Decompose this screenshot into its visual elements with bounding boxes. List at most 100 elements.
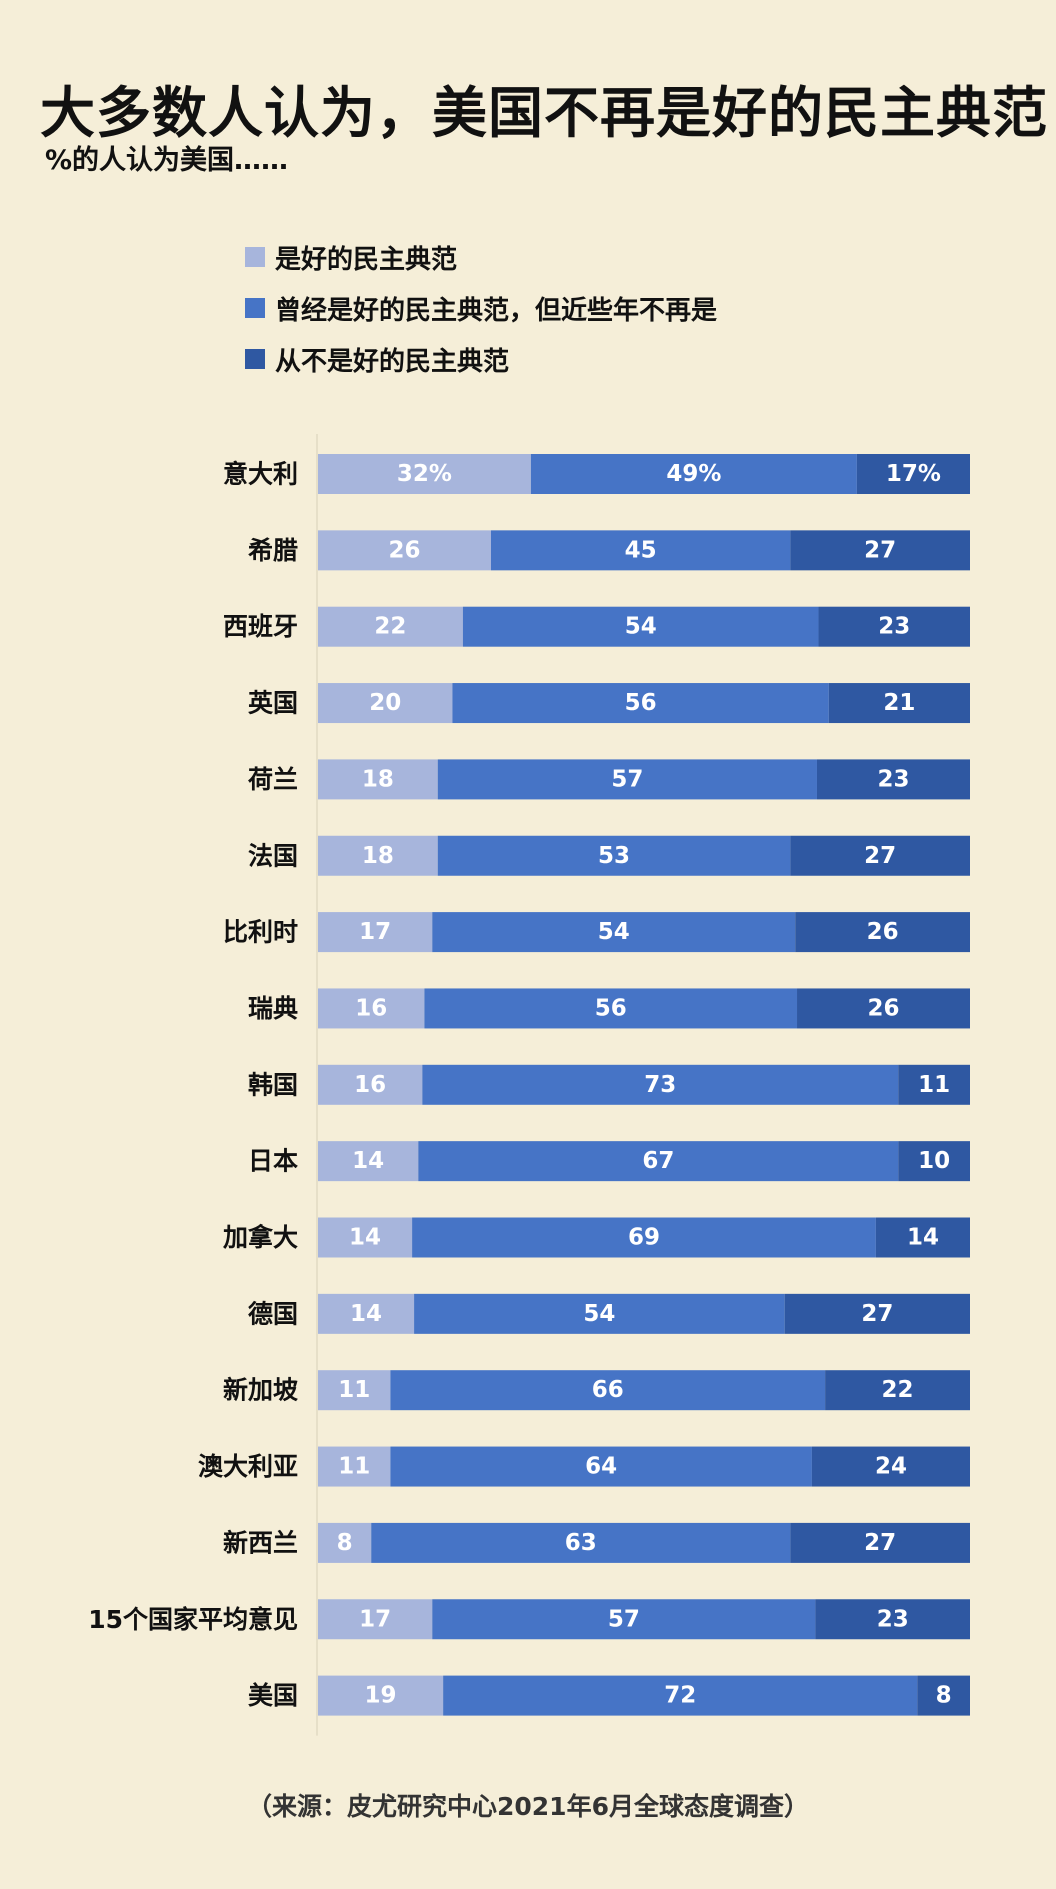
bar-segment-never-was [815,1599,970,1640]
data-label: 54 [598,919,630,945]
data-label: 53 [598,843,630,869]
category-label: 希腊 [248,536,298,565]
data-label: 57 [608,1606,640,1632]
bar-segment-used-to-be [462,606,819,647]
bar-segment-used-to-be [443,1675,918,1716]
data-label: 64 [585,1454,617,1480]
category-label: 瑞典 [248,994,298,1023]
category-label: 比利时 [223,918,298,947]
category-label: 日本 [248,1147,298,1176]
data-label: 54 [583,1301,615,1327]
bar-segment-never-was [917,1675,970,1716]
bar-segment-good-model [318,835,438,876]
data-label: 23 [877,766,909,792]
bar-segment-never-was [825,1370,970,1411]
bar-segment-good-model [318,912,433,953]
data-label: 32% [397,461,452,487]
data-label: 72 [664,1683,696,1709]
category-label: 加拿大 [222,1223,298,1252]
bar-segment-never-was [898,1141,970,1182]
data-label: 17 [359,919,391,945]
category-label: 韩国 [248,1070,298,1099]
category-label: 德国 [248,1299,298,1328]
data-label: 20 [369,690,401,716]
bar-segment-never-was [790,835,970,876]
data-label: 11 [338,1454,370,1480]
data-label: 14 [350,1301,382,1327]
bar-segment-good-model [318,530,491,571]
data-label: 14 [352,1148,384,1174]
bar-segment-never-was [875,1217,970,1258]
bar-segment-never-was [784,1293,970,1334]
data-label: 27 [864,537,896,563]
data-label: 27 [864,843,896,869]
data-label: 24 [875,1454,907,1480]
category-label: 英国 [248,689,298,718]
data-label: 45 [625,537,657,563]
bar-segment-used-to-be [371,1522,791,1563]
bar-segment-good-model [318,759,438,800]
data-label: 16 [355,995,387,1021]
bar-segment-never-was [898,1064,970,1105]
legend: 是好的民主典范 曾经是好的民主典范，但近些年不再是 从不是好的民主典范 [245,244,717,397]
bar-segment-good-model [318,1446,391,1487]
data-label: 23 [878,614,910,640]
bar-segment-never-was [816,759,970,800]
bar-segment-used-to-be [490,530,791,571]
bar-segment-used-to-be [452,683,829,724]
bar-segment-used-to-be [412,1217,876,1258]
bar-segment-used-to-be [390,1370,826,1411]
data-label: 57 [611,766,643,792]
data-label: 8 [936,1683,952,1709]
data-label: 54 [625,614,657,640]
bar-segment-never-was [795,912,970,953]
category-label: 西班牙 [223,612,298,641]
bar-segment-used-to-be [414,1293,785,1334]
bar-segment-used-to-be [424,988,798,1029]
data-label: 22 [374,614,406,640]
data-label: 17% [886,461,941,487]
data-label: 56 [625,690,657,716]
category-label: 美国 [248,1681,298,1710]
data-label: 66 [592,1377,624,1403]
data-label: 26 [388,537,420,563]
legend-label-good-model: 是好的民主典范 [275,244,458,275]
bar-segment-never-was [811,1446,970,1487]
category-label: 法国 [248,841,298,870]
bar-segment-used-to-be [432,1599,816,1640]
bar-segment-used-to-be [418,1141,899,1182]
data-label: 8 [337,1530,353,1556]
category-label: 荷兰 [248,765,298,794]
legend-item-never-was: 从不是好的民主典范 [245,346,717,377]
bar-segment-good-model [318,1522,372,1563]
bar-segment-never-was [797,988,970,1029]
data-label: 26 [868,995,900,1021]
bar-segment-good-model [318,1675,444,1716]
data-label: 14 [349,1225,381,1251]
category-label: 15个国家平均意见 [88,1605,298,1634]
data-label: 16 [354,1072,386,1098]
chart-subtitle: %的人认为美国…… [45,145,289,176]
category-label: 新西兰 [223,1528,298,1557]
bar-segment-good-model [318,1217,413,1258]
bar-segment-good-model [318,1370,391,1411]
data-label: 27 [861,1301,893,1327]
legend-swatch-good-model [245,247,265,267]
data-label: 21 [883,690,915,716]
data-label: 11 [918,1072,950,1098]
legend-label-used-to-be: 曾经是好的民主典范，但近些年不再是 [275,295,718,326]
data-label: 23 [877,1606,909,1632]
chart-title: 大多数人认为，美国不再是好的民主典范 [40,81,1049,145]
data-label: 18 [362,766,394,792]
bar-segment-good-model [318,1599,433,1640]
data-label: 19 [365,1683,397,1709]
data-label: 26 [867,919,899,945]
data-label: 67 [642,1148,674,1174]
bar-segment-good-model [318,454,531,494]
legend-label-never-was: 从不是好的民主典范 [275,346,510,377]
data-label: 18 [362,843,394,869]
data-label: 14 [907,1225,939,1251]
category-label: 澳大利亚 [198,1452,298,1481]
category-label: 意大利 [223,460,298,489]
